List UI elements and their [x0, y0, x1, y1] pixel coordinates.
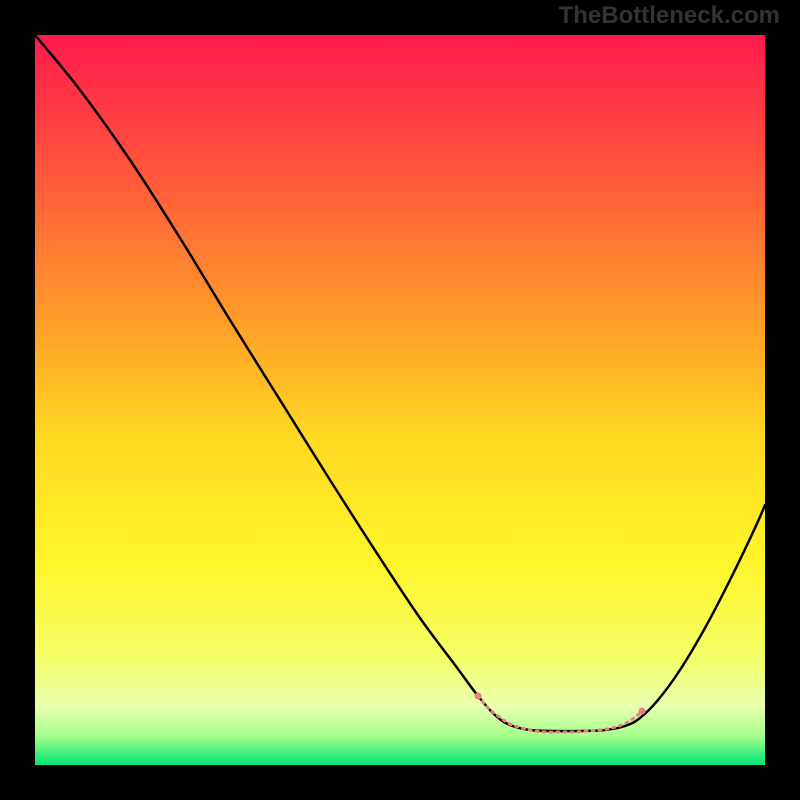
- canvas-root: TheBottleneck.com: [0, 0, 800, 800]
- plot-area: [35, 35, 765, 765]
- bottleneck-curve: [35, 35, 765, 731]
- watermark-text: TheBottleneck.com: [559, 2, 780, 30]
- trough-dotted-line: [478, 696, 642, 732]
- trough-end-dot: [475, 693, 482, 700]
- trough-end-dot: [639, 708, 646, 715]
- curve-layer: [35, 35, 765, 765]
